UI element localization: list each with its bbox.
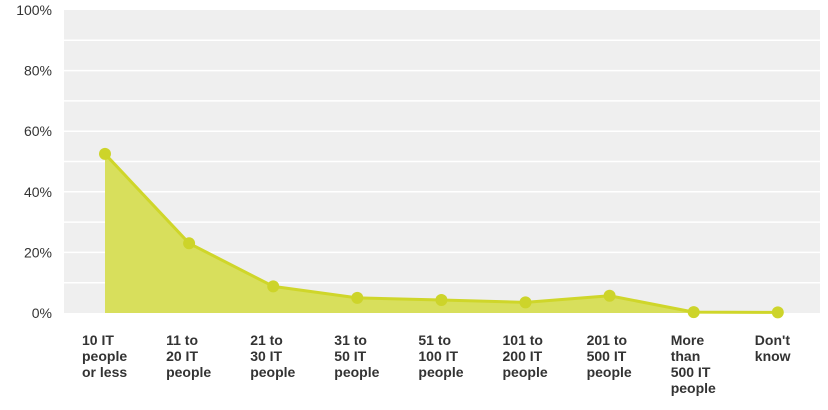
x-tick-label: Don't know: [755, 332, 791, 364]
y-tick-label: 40%: [24, 184, 52, 200]
data-point: [267, 280, 280, 293]
x-tick-label: 21 to 30 IT people: [250, 332, 295, 380]
x-tick-label: More than 500 IT people: [671, 332, 716, 396]
data-point: [771, 306, 784, 319]
x-tick-label: 201 to 500 IT people: [587, 332, 632, 380]
series-layer: [99, 147, 784, 319]
data-point: [603, 289, 616, 302]
x-axis: 10 IT people or less 11 to 20 IT people 21 to 3…: [82, 332, 791, 396]
x-tick-label: 31 to 50 IT people: [334, 332, 379, 380]
y-axis: 0% 20% 40% 60% 80% 100%: [16, 2, 52, 321]
x-tick-label: 51 to 100 IT people: [418, 332, 463, 380]
y-tick-label: 20%: [24, 244, 52, 260]
x-tick-label: 101 to 200 IT people: [503, 332, 548, 380]
data-point: [435, 293, 448, 306]
y-tick-label: 80%: [24, 63, 52, 79]
series-area: [105, 153, 778, 313]
x-tick-label: 10 IT people or less: [82, 332, 127, 380]
data-point: [99, 147, 111, 160]
y-tick-label: 60%: [24, 123, 52, 139]
data-point: [687, 306, 700, 319]
data-point: [183, 237, 196, 250]
data-point: [351, 291, 364, 304]
y-tick-label: 100%: [16, 2, 52, 18]
data-point: [519, 296, 532, 309]
y-tick-label: 0%: [32, 305, 52, 321]
x-tick-label: 11 to 20 IT people: [166, 332, 211, 380]
